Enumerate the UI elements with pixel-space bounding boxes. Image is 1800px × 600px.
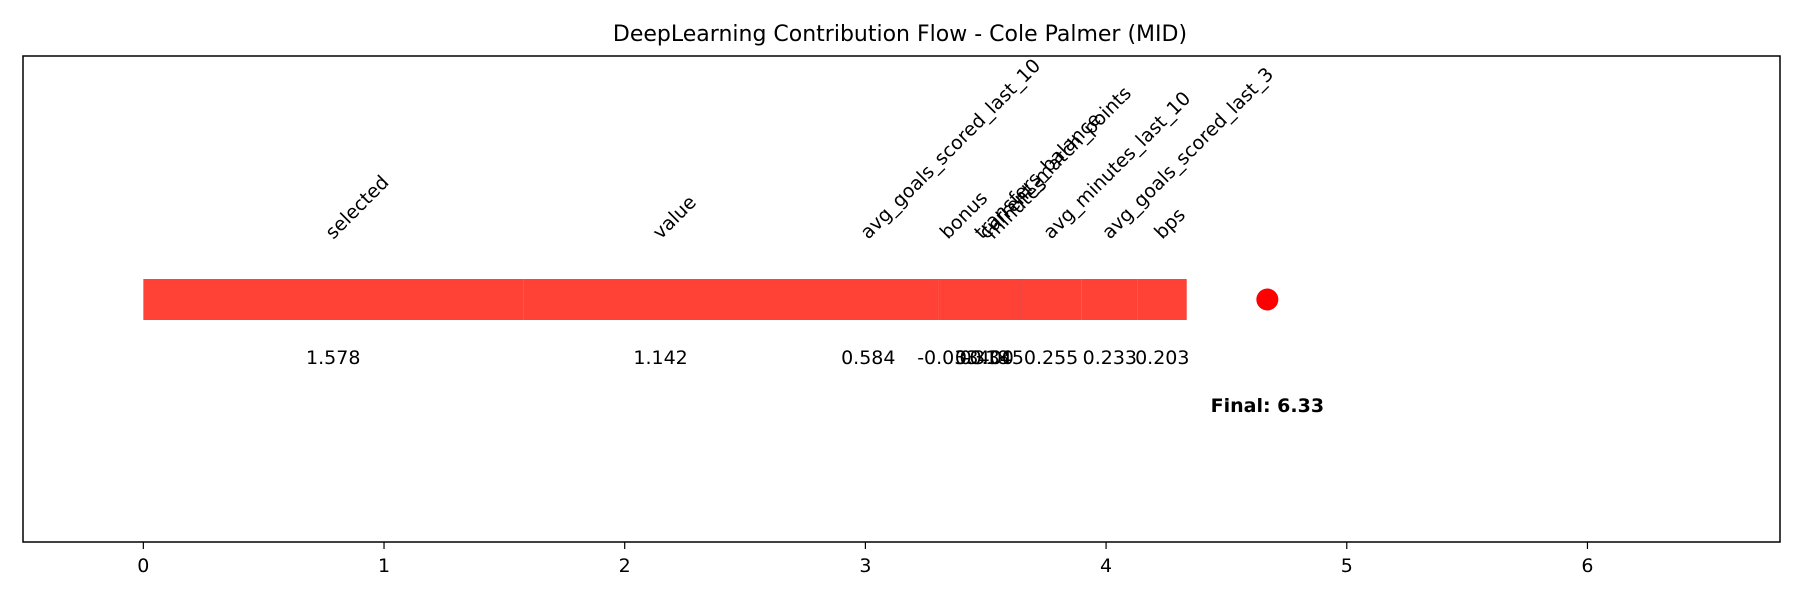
contribution-bar-selected [143,279,524,320]
x-tick-label: 6 [1581,555,1593,577]
feature-labels: selected value avg_goals_scored_last_10cur… [321,55,1278,244]
x-tick-label: 5 [1341,555,1353,577]
contribution-bar-avg_goals_scored_last_3 [1081,279,1138,320]
x-axis: 0 1 2 3 4 5 6 [137,542,1593,577]
value-label-bonus: -0.033 [917,347,978,369]
value-label-transfers_balance: 0.318 [955,347,1009,369]
feature-label-transfers_balance: transfers_balance [970,108,1105,243]
feature-label-value: value [649,191,701,243]
value-label-avg_goals_scored_last_10: 0.584 [841,347,895,369]
value-label-value: 1.142 [633,347,687,369]
chart-title: DeepLearning Contribution Flow - Cole Pa… [613,22,1187,47]
value-label-selected: 1.578 [306,347,360,369]
contribution-bar-avg_goals_scored_last_10 [798,279,939,320]
x-tick-label: 0 [137,555,149,577]
final-marker-layer [1256,288,1279,311]
x-tick-label: 3 [859,555,871,577]
value-label-minutes: -0.345 [963,347,1024,369]
final-value-label: Final: 6.33 [1211,395,1324,417]
feature-label-bps: bps [1150,204,1190,244]
contribution-bar-value [523,279,799,320]
value-label-current_match_points: 0.400 [959,347,1013,369]
x-tick-label: 1 [378,555,390,577]
feature-label-selected: selected [321,171,393,243]
x-tick-label: 2 [619,555,631,577]
plot-frame [22,55,1781,543]
contribution-bars [143,279,1187,320]
value-label-bps: 0.203 [1135,347,1189,369]
contribution-bar-bps [1137,279,1187,320]
contribution-bar-avg_minutes_last_10 [1020,279,1082,320]
final-marker [1256,288,1279,311]
value-label-avg_goals_scored_last_3: 0.233 [1083,347,1137,369]
x-tick-label: 4 [1100,555,1112,577]
value-label-avg_minutes_last_10: 0.255 [1024,347,1078,369]
contribution-bar-transfers_balance [943,279,1021,320]
